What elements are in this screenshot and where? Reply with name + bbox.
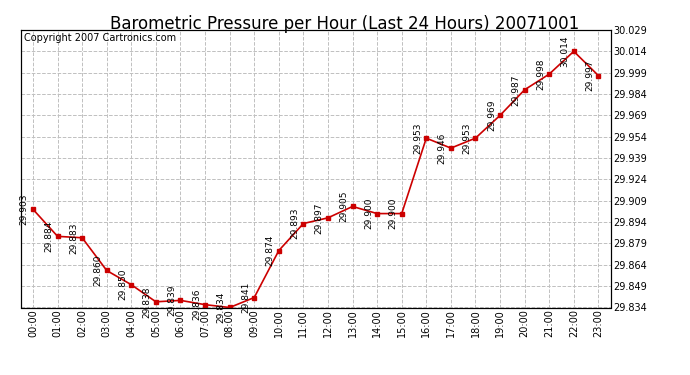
Text: Barometric Pressure per Hour (Last 24 Hours) 20071001: Barometric Pressure per Hour (Last 24 Ho… [110, 15, 580, 33]
Text: Copyright 2007 Cartronics.com: Copyright 2007 Cartronics.com [23, 33, 176, 43]
Text: 29.893: 29.893 [290, 208, 299, 239]
Text: 29.905: 29.905 [339, 191, 348, 222]
Text: 29.834: 29.834 [217, 292, 226, 323]
Text: 29.900: 29.900 [388, 198, 397, 230]
Text: 29.998: 29.998 [536, 58, 545, 90]
Text: 29.953: 29.953 [462, 122, 471, 154]
Text: 29.839: 29.839 [167, 285, 177, 316]
Text: 29.903: 29.903 [20, 194, 29, 225]
Text: 29.900: 29.900 [364, 198, 373, 230]
Text: 29.997: 29.997 [585, 60, 594, 91]
Text: 29.836: 29.836 [192, 289, 201, 320]
Text: 29.841: 29.841 [241, 282, 250, 313]
Text: 29.850: 29.850 [118, 269, 127, 300]
Text: 29.874: 29.874 [266, 235, 275, 266]
Text: 29.987: 29.987 [511, 74, 520, 105]
Text: 29.883: 29.883 [69, 222, 78, 254]
Text: 29.884: 29.884 [44, 220, 53, 252]
Text: 29.969: 29.969 [487, 100, 496, 131]
Text: 29.953: 29.953 [413, 122, 422, 154]
Text: 29.897: 29.897 [315, 202, 324, 234]
Text: 30.014: 30.014 [560, 36, 570, 67]
Text: 29.946: 29.946 [437, 132, 446, 164]
Text: 29.860: 29.860 [94, 255, 103, 286]
Text: 29.838: 29.838 [143, 286, 152, 318]
